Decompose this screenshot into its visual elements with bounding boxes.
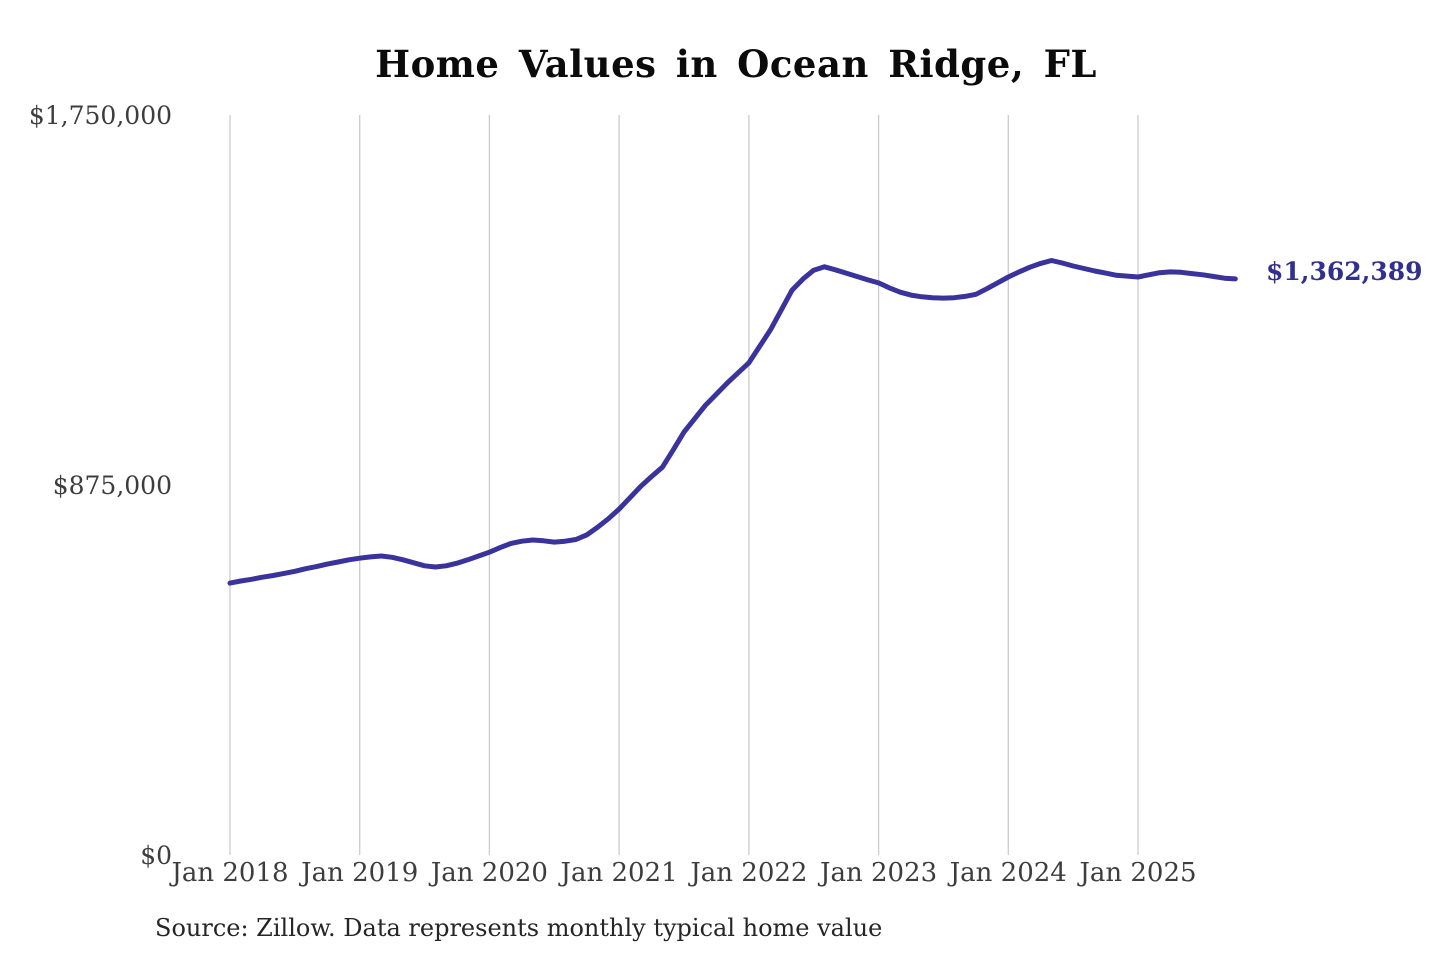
x-tick-label: Jan 2020: [428, 858, 548, 888]
x-tick-label: Jan 2018: [168, 858, 288, 888]
x-tick-label: Jan 2025: [1076, 858, 1196, 888]
x-tick-label: Jan 2023: [817, 858, 937, 888]
x-tick-label: Jan 2024: [947, 858, 1067, 888]
current-value-label: $1,362,389: [1266, 257, 1423, 286]
chart-title: Home Values in Ocean Ridge, FL: [375, 42, 1097, 86]
y-tick-label: $1,750,000: [29, 101, 172, 130]
x-tick-label: Jan 2019: [298, 858, 418, 888]
home-value-series-line: [227, 258, 1238, 586]
source-note: Source: Zillow. Data represents monthly …: [155, 914, 883, 942]
x-tick-label: Jan 2022: [687, 858, 807, 888]
x-tick-label: Jan 2021: [558, 858, 678, 888]
y-tick-label: $0: [140, 841, 172, 870]
y-tick-label: $875,000: [53, 471, 172, 500]
